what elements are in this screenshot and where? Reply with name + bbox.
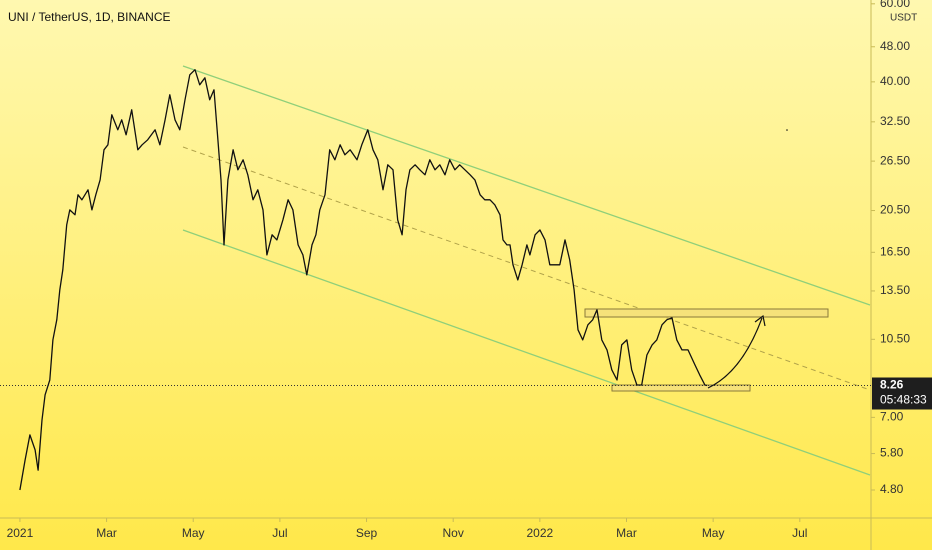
y-tick-label: 5.80 (880, 446, 904, 460)
y-tick-label: 7.00 (880, 410, 904, 424)
channel-upper (182, 65, 871, 306)
channel-mid (182, 146, 871, 391)
price-line (19, 69, 708, 491)
last-price-label: 8.26 (880, 378, 904, 392)
dot (786, 129, 788, 131)
y-tick-label: 48.00 (880, 39, 910, 53)
y-tick-label: 60.00 (880, 0, 910, 10)
y-tick-label: 4.80 (880, 482, 904, 496)
x-tick-label: Mar (616, 526, 637, 540)
resistance-zone (584, 308, 829, 318)
x-tick-label: Jul (792, 526, 807, 540)
x-tick-label: Nov (443, 526, 464, 540)
x-tick-label: Sep (356, 526, 378, 540)
arrow-head (754, 314, 766, 327)
y-tick-label: 16.50 (880, 244, 910, 258)
y-tick-label: 10.50 (880, 331, 910, 345)
last-price-box (872, 377, 932, 410)
x-tick-label: Jul (272, 526, 287, 540)
support-zone (611, 384, 751, 392)
y-tick-label: 26.50 (880, 153, 910, 167)
countdown-label: 05:48:33 (880, 393, 927, 407)
x-tick-label: Mar (96, 526, 117, 540)
x-tick-label: May (702, 526, 725, 540)
y-tick-label: 13.50 (880, 283, 910, 297)
projection-arrow (707, 317, 763, 389)
y-tick-label: 20.50 (880, 203, 910, 217)
y-tick-label: 40.00 (880, 74, 910, 88)
channel-lower (182, 229, 871, 476)
x-tick-label: May (182, 526, 205, 540)
x-tick-label: 2021 (7, 526, 34, 540)
currency-label: USDT (890, 13, 917, 24)
x-tick-label: 2022 (526, 526, 553, 540)
y-tick-label: 32.50 (880, 114, 910, 128)
chart-title: UNI / TetherUS, 1D, BINANCE (8, 10, 171, 24)
